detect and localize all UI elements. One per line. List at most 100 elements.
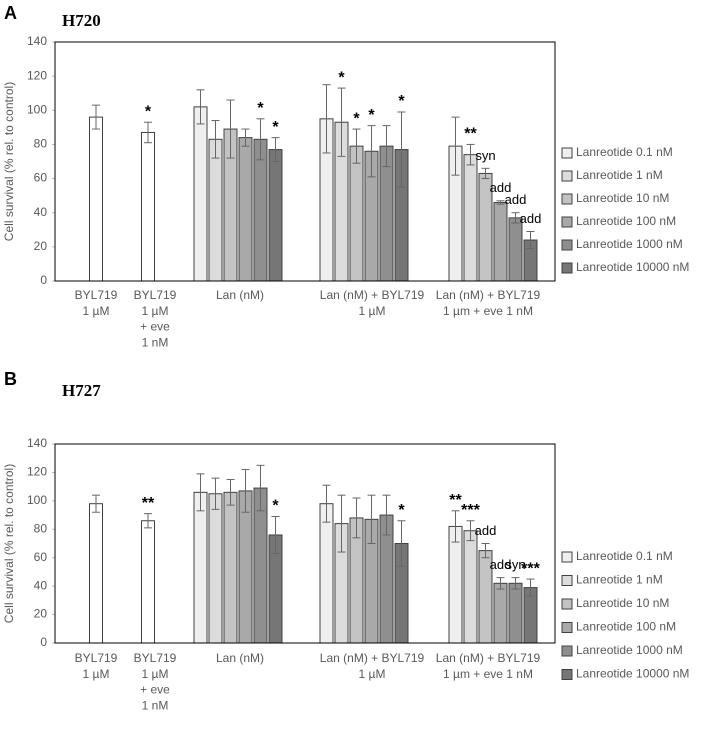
bar [493,582,508,644]
y-axis-label: Cell survival (% rel. to control) [2,464,16,623]
error-bar [271,137,280,162]
error-bar [211,477,220,510]
legend-label: Lanreotide 0.1 nM [576,549,673,563]
error-bar [466,520,475,542]
legend-label: Lanreotide 10 nM [576,191,669,205]
legend-label: Lanreotide 100 nM [576,620,676,634]
annotation: add [490,557,512,572]
bar [268,149,283,282]
chart-title: H727 [62,381,101,400]
bar [463,530,478,644]
error-bar [144,513,152,529]
x-tick-label: Lan (nM) [216,288,264,302]
x-tick-label: + eve [140,320,170,334]
error-bar [92,104,100,130]
annotation: * [353,110,360,127]
annotation: add [475,523,497,538]
y-tick-label: 120 [27,465,47,479]
x-tick-label: 1 µM [142,667,169,681]
bar [493,201,508,282]
annotation: syn [505,557,525,572]
y-axis-label: Cell survival (% rel. to control) [2,82,16,241]
error-bar [526,230,535,250]
bar [448,525,463,644]
error-bar [256,464,265,512]
error-bar [382,494,391,536]
error-bar [144,121,152,144]
legend-swatch [561,239,573,251]
legend-swatch [561,170,573,182]
x-tick-label: 1 µM [359,304,386,318]
annotation: add [520,211,542,226]
annotation: * [145,103,152,120]
bar [349,145,364,282]
legend-label: Lanreotide 1000 nM [576,643,683,657]
error-bar [226,99,235,159]
bar [141,520,155,644]
error-bar [367,125,376,178]
error-bar [196,473,205,512]
y-tick-label: 140 [27,34,47,48]
annotation: * [272,498,279,515]
x-tick-label: 1 µM [142,304,169,318]
panel-label: B [4,369,17,389]
error-bar [337,87,346,157]
y-tick-label: 40 [34,578,48,592]
y-tick-label: 80 [34,521,48,535]
annotation: syn [475,148,495,163]
annotation: *** [521,560,540,577]
legend-swatch [561,147,573,159]
error-bar [322,84,331,154]
x-tick-label: 1 µm + eve 1 nM [443,304,533,318]
error-bar [337,494,346,553]
error-bar [271,515,280,554]
bar [141,131,155,282]
legend-swatch [561,575,573,586]
legend-label: Lanreotide 10000 nM [576,667,689,681]
legend-label: Lanreotide 1000 nM [576,237,683,251]
bar [223,491,238,644]
y-tick-label: 0 [40,635,47,649]
y-tick-label: 140 [27,436,47,450]
bar [253,138,268,282]
legend-swatch [561,262,573,274]
annotation: * [272,119,279,136]
bar [238,137,253,282]
error-bar [196,89,205,125]
x-tick-label: 1 µM [83,667,110,681]
legend-swatch [561,216,573,228]
legend-label: Lanreotide 0.1 nM [576,145,673,159]
bar [238,490,253,644]
x-tick-label: 1 µm + eve 1 nM [443,667,533,681]
annotation: * [398,502,405,519]
error-bar [466,143,475,166]
x-tick-label: 1 µM [83,304,110,318]
annotation: add [505,192,527,207]
x-tick-label: BYL719 [134,651,177,665]
panel-label: A [4,3,17,23]
error-bar [496,577,505,590]
annotation: * [368,107,375,124]
x-tick-label: Lan (nM) + BYL719 [320,651,425,665]
error-bar [322,484,331,523]
bar [208,493,223,644]
annotation: ** [464,126,477,143]
legend-label: Lanreotide 10 nM [576,596,669,610]
error-bar [241,128,250,147]
error-bar [451,510,460,543]
x-tick-label: Lan (nM) + BYL719 [436,651,541,665]
error-bar [451,116,460,176]
x-tick-label: 1 µM [359,667,386,681]
y-tick-label: 80 [34,137,48,151]
error-bar [397,111,406,188]
annotation: ** [142,495,155,512]
annotation: add [490,180,512,195]
error-bar [367,494,376,544]
y-tick-label: 20 [34,607,48,621]
y-tick-label: 100 [27,493,47,507]
plot-frame [54,41,556,282]
error-bar [92,494,100,513]
legend-swatch [561,622,573,633]
bar [193,491,208,644]
